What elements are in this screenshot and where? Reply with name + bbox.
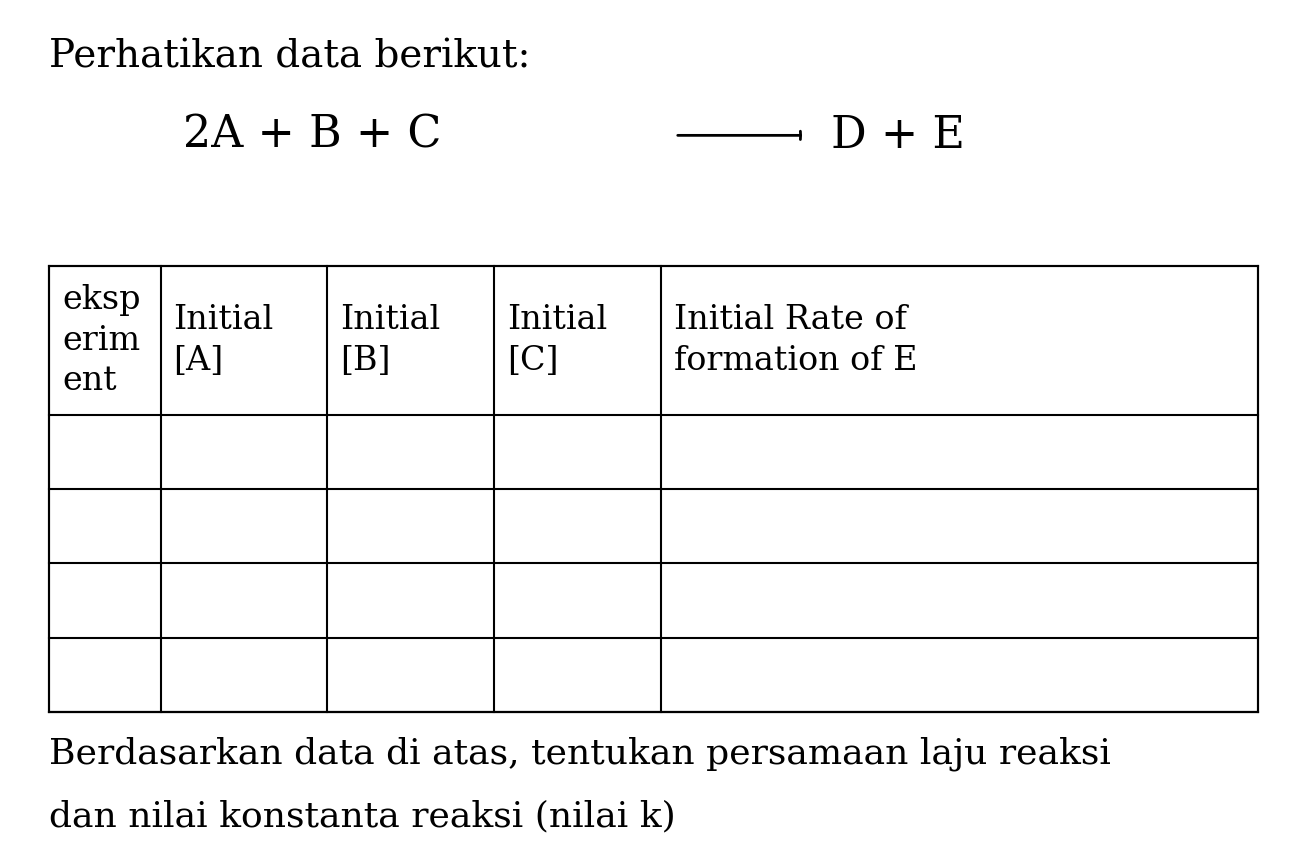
Text: Perhatikan data berikut:: Perhatikan data berikut: — [49, 38, 531, 75]
Text: 2A + B + C: 2A + B + C — [183, 113, 441, 157]
Text: Initial
[C]: Initial [C] — [508, 305, 607, 376]
Text: Initial Rate of
formation of E: Initial Rate of formation of E — [674, 305, 918, 376]
Text: 1: 1 — [62, 436, 83, 468]
Text: 2,4 x 10$^{-6}$ M.min$^{-1}$: 2,4 x 10$^{-6}$ M.min$^{-1}$ — [674, 432, 999, 471]
Text: 0,20 M: 0,20 M — [508, 510, 627, 542]
Text: 0,20 M: 0,20 M — [508, 585, 627, 617]
Text: 2: 2 — [62, 510, 83, 542]
Text: 7,2 x 10$^{-6}$ M.min$^{-1}$: 7,2 x 10$^{-6}$ M.min$^{-1}$ — [674, 656, 999, 695]
Text: 0,20 M: 0,20 M — [340, 436, 459, 468]
Text: 9,6 x 10$^{-6}$ M.min$^{-1}$: 9,6 x 10$^{-6}$ M.min$^{-1}$ — [674, 507, 999, 546]
Text: 2,4 x 10$^{-6}$ M.min$^{-1}$: 2,4 x 10$^{-6}$ M.min$^{-1}$ — [674, 581, 999, 620]
Text: dan nilai konstanta reaksi (nilai k): dan nilai konstanta reaksi (nilai k) — [49, 799, 676, 833]
Text: Initial
[B]: Initial [B] — [340, 305, 440, 376]
Text: 0,60 M: 0,60 M — [508, 659, 627, 691]
Text: 0,20 M: 0,20 M — [174, 659, 293, 691]
Text: 0,40 M: 0,40 M — [340, 659, 459, 691]
Text: Initial
[A]: Initial [A] — [174, 305, 274, 376]
Text: 0,40 M: 0,40 M — [174, 510, 293, 542]
Text: 4: 4 — [62, 659, 83, 691]
Text: Berdasarkan data di atas, tentukan persamaan laju reaksi: Berdasarkan data di atas, tentukan persa… — [49, 736, 1111, 771]
Text: eksp
erim
ent: eksp erim ent — [62, 283, 140, 398]
Text: 0,20 M: 0,20 M — [174, 585, 293, 617]
Text: 0,30 M: 0,30 M — [340, 510, 459, 542]
Text: D + E: D + E — [831, 113, 964, 157]
Text: 3: 3 — [62, 585, 83, 617]
Text: 0,20 M: 0,20 M — [508, 436, 627, 468]
Text: 0,20 M: 0,20 M — [174, 436, 293, 468]
Text: 0,30 M: 0,30 M — [340, 585, 459, 617]
